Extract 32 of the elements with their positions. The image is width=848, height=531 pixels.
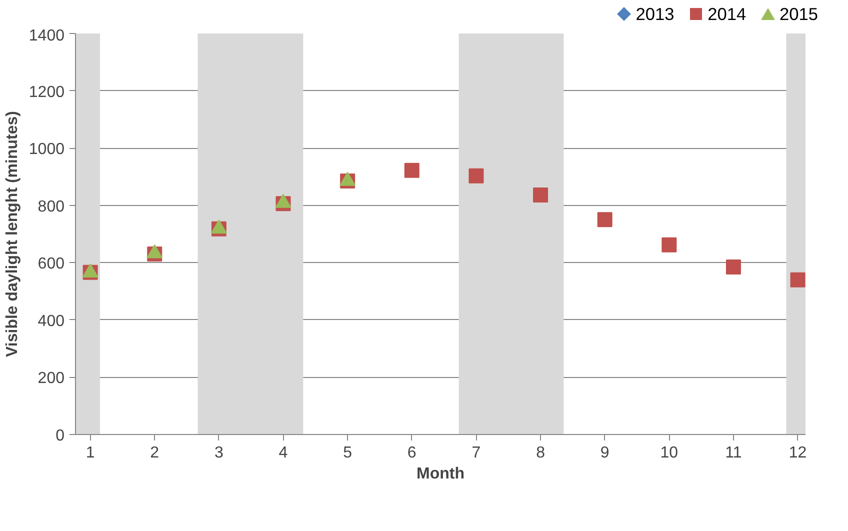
point [404, 162, 420, 178]
x-tick-label: 12 [788, 444, 807, 462]
legend-label: 2015 [779, 4, 818, 24]
x-tick-label: 2 [150, 444, 160, 462]
point [533, 188, 548, 203]
y-tick-label: 200 [38, 370, 65, 388]
x-tick-label: 3 [214, 444, 224, 462]
point [790, 272, 806, 288]
y-tick-label: 1200 [28, 84, 65, 101]
legend-label: 2013 [636, 4, 674, 24]
y-tick-label: 400 [38, 312, 65, 330]
x-tick-label: 10 [660, 444, 678, 462]
y-tick-label: 1400 [28, 28, 65, 44]
y-tick-label: 0 [56, 428, 65, 444]
y-tick-label: 800 [38, 198, 65, 216]
y-tick-label: 600 [38, 256, 65, 273]
point [662, 237, 677, 252]
point [726, 259, 741, 274]
y-tick-label: 1000 [28, 141, 65, 158]
x-tick-label: 4 [278, 444, 288, 462]
x-tick-label: 1 [86, 444, 95, 462]
x-tick-label: 7 [472, 444, 481, 462]
x-tick-label: 11 [725, 444, 742, 462]
x-tick-label: 6 [407, 444, 416, 462]
x-tick-label: 9 [600, 444, 610, 462]
point [468, 168, 484, 184]
legend-label: 2014 [708, 4, 746, 24]
x-tick-label: 8 [536, 444, 546, 462]
x-tick-label: 5 [343, 444, 352, 462]
y-axis-title: Visible daylight lenght (minutes) [4, 111, 21, 357]
point [597, 212, 612, 228]
x-axis-title: Month [416, 466, 464, 482]
